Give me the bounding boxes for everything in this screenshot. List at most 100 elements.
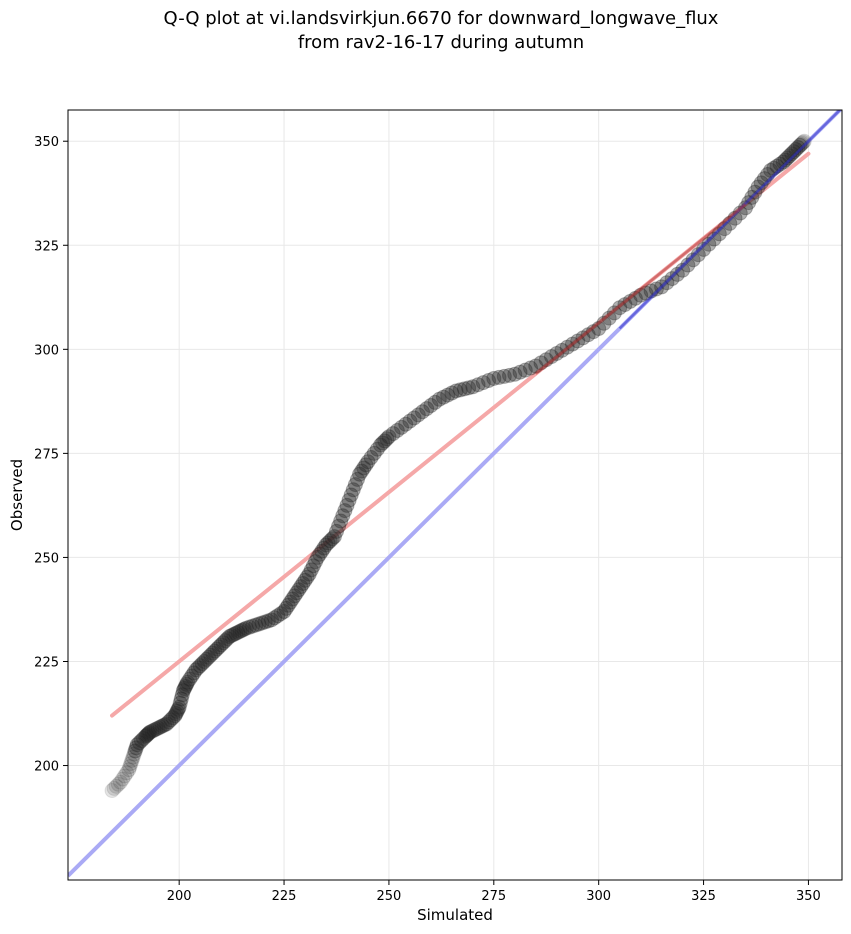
quantile-point — [129, 737, 145, 753]
quantile-point — [352, 466, 368, 482]
quantile-point — [152, 719, 168, 735]
quantile-point — [192, 658, 208, 674]
quantile-point — [648, 281, 664, 297]
quantile-point — [431, 391, 447, 407]
quantile-point — [377, 433, 393, 449]
quantile-point — [123, 755, 139, 771]
quantile-point — [308, 554, 324, 570]
quantile-point — [389, 422, 405, 438]
quantile-point — [375, 435, 391, 451]
quantile-point — [580, 327, 596, 343]
quantile-point — [496, 368, 512, 384]
quantile-point — [276, 604, 292, 620]
plot-area — [68, 110, 842, 878]
quantile-point — [161, 714, 177, 730]
quantile-point — [738, 200, 754, 216]
quantile-point — [379, 431, 395, 447]
quantile-point — [680, 257, 696, 273]
quantile-point — [777, 152, 793, 168]
quantile-point — [179, 676, 195, 692]
quantile-point — [121, 762, 137, 778]
quantile-point — [104, 783, 120, 799]
quantile-point — [184, 668, 200, 684]
quantile-point — [601, 310, 617, 326]
quantile-point — [398, 416, 414, 432]
quantile-point — [282, 594, 298, 610]
quantile-point — [360, 454, 376, 470]
quantile-point — [131, 735, 147, 751]
quantile-point — [138, 728, 154, 744]
quantile-point — [706, 231, 722, 247]
quantile-point — [788, 142, 804, 158]
quantile-point — [284, 591, 300, 607]
y-tick-label: 200 — [34, 760, 59, 775]
quantile-point — [205, 645, 221, 661]
quantile-point — [194, 656, 210, 672]
quantile-point — [440, 387, 456, 403]
quantile-point — [124, 752, 140, 768]
quantile-point — [293, 579, 309, 595]
quantile-point — [322, 533, 338, 549]
quantile-point — [793, 136, 809, 152]
quantile-point — [796, 133, 812, 149]
quantile-point — [622, 293, 638, 309]
quantile-point — [335, 508, 351, 524]
quantile-point — [174, 687, 190, 703]
quantile-point — [310, 549, 326, 565]
quantile-point — [110, 776, 126, 792]
quantile-point — [664, 271, 680, 287]
quantile-point — [444, 385, 460, 401]
plot-frame — [67, 109, 843, 881]
quantile-point — [354, 463, 370, 479]
quantile-point — [254, 615, 270, 631]
quantile-point — [312, 546, 328, 562]
quantile-point — [175, 683, 191, 699]
quantile-point — [289, 585, 305, 601]
quantile-point — [795, 134, 811, 150]
y-tick-label: 325 — [34, 239, 59, 254]
quantile-point — [394, 419, 410, 435]
quantile-point — [356, 460, 372, 476]
x-tick-label: 200 — [167, 889, 192, 904]
quantile-point — [180, 674, 196, 690]
chart-title-line-2: from rav2-16-17 during autumn — [298, 32, 584, 53]
quantile-point — [337, 503, 353, 519]
quantile-point — [345, 482, 361, 498]
quantile-point — [782, 148, 798, 164]
quantile-point — [341, 492, 357, 508]
quantile-point — [169, 703, 185, 719]
quantile-point — [251, 616, 267, 632]
quantile-point — [606, 305, 622, 321]
y-axis: 200 225 250 275 300 325 350 — [34, 135, 68, 775]
quantile-point — [502, 367, 518, 383]
quantile-point — [452, 382, 468, 398]
quantile-point — [215, 635, 231, 651]
quantile-point — [491, 369, 507, 385]
quantile-point — [410, 407, 426, 423]
quantile-point — [245, 618, 261, 634]
quantile-point — [297, 572, 313, 588]
quantile-point — [140, 726, 156, 742]
quantile-point — [165, 710, 181, 726]
quantile-point — [230, 624, 246, 640]
y-axis-label: Observed — [8, 459, 26, 531]
quantile-point — [305, 558, 321, 574]
quantile-point — [320, 535, 336, 551]
x-tick-label: 300 — [586, 889, 611, 904]
quantile-point — [222, 629, 238, 645]
quantile-point — [198, 651, 214, 667]
quantile-point — [278, 600, 294, 616]
quantile-point — [217, 633, 233, 649]
quantile-point — [263, 612, 279, 628]
quantile-point — [190, 660, 206, 676]
quantile-point — [402, 413, 418, 429]
quantile-point — [186, 665, 202, 681]
quantile-point — [507, 366, 523, 382]
quantile-point — [136, 730, 152, 746]
quantile-point — [119, 765, 135, 781]
quantile-point — [701, 236, 717, 252]
quantile-point — [257, 614, 273, 630]
quantile-point — [122, 759, 138, 775]
quantile-point — [326, 529, 342, 545]
